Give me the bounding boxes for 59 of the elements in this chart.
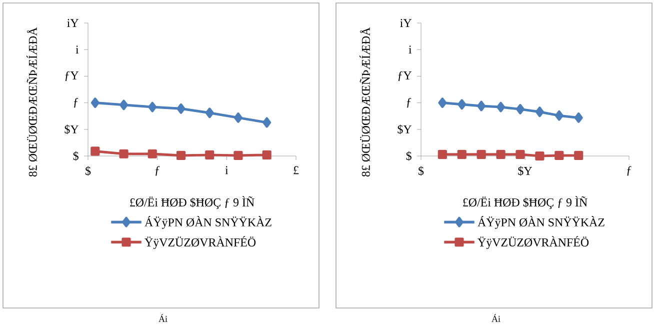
y-axis-title: 8£ ØŒÜØŒÐÆŒÑÞÆÍÆÐÅ	[26, 27, 38, 177]
point	[458, 99, 466, 110]
text: ƒ	[406, 98, 412, 108]
point	[438, 98, 447, 108]
text: $	[406, 151, 412, 161]
text: ƒ	[627, 166, 632, 176]
point	[148, 149, 157, 158]
text: ƒY	[65, 71, 79, 81]
legend-label: ŸÿVZÜZØVRÀNFÉÖ	[144, 236, 256, 249]
point	[205, 108, 214, 118]
point	[176, 103, 186, 114]
text: iY	[67, 19, 79, 27]
point	[535, 106, 544, 118]
point	[262, 150, 272, 160]
point	[496, 102, 506, 112]
point	[554, 110, 564, 121]
text: $	[418, 166, 424, 176]
point	[476, 150, 486, 159]
point	[554, 150, 564, 160]
point	[535, 151, 544, 161]
point	[234, 112, 242, 123]
text: $	[86, 166, 91, 176]
text: $Y	[64, 124, 79, 134]
point	[176, 150, 186, 160]
x-axis-title: £Ø/Ëi ĦØÐ $ĦØÇ ƒ 9 ÌÑ	[130, 196, 254, 209]
text: i	[408, 46, 412, 54]
text: ƒ	[155, 166, 160, 176]
legend-label: ÁŸÿPN ØÀN SNŸŸKÀZ	[144, 216, 272, 229]
point	[148, 102, 157, 112]
text: i	[76, 46, 79, 54]
text: $	[73, 151, 78, 161]
point	[516, 104, 524, 114]
point	[120, 100, 128, 110]
legend-label: ÁŸÿPN ØÀN SNŸŸKÀZ	[478, 216, 604, 229]
text: ƒY	[398, 71, 412, 81]
point	[205, 150, 214, 160]
point	[457, 150, 466, 159]
point	[234, 150, 243, 160]
point	[90, 146, 100, 156]
legend-label: ŸÿVZÜZØVRÀNFÉÖ	[478, 236, 589, 249]
x-axis-title: £Ø/Ëi ĦØÐ $ĦØÇ ƒ 9 ÌÑ	[463, 196, 588, 209]
text: Ái	[492, 314, 500, 322]
point	[574, 112, 583, 123]
text: ƒ	[74, 98, 78, 108]
text: $Y	[518, 166, 532, 176]
point	[516, 150, 525, 159]
text: i	[225, 166, 228, 174]
text: $Y	[398, 124, 412, 134]
point	[574, 150, 584, 160]
point	[90, 98, 100, 108]
text: Ái	[158, 314, 168, 322]
y-axis-title: 8£ ØŒÜØŒÐÆŒÑÞÆÍÆÐÅ	[360, 27, 370, 177]
text: £	[294, 166, 299, 174]
point	[477, 100, 486, 112]
point	[119, 149, 128, 158]
point	[496, 150, 506, 159]
text: iY	[400, 19, 412, 27]
point	[262, 117, 272, 128]
point	[438, 150, 447, 159]
